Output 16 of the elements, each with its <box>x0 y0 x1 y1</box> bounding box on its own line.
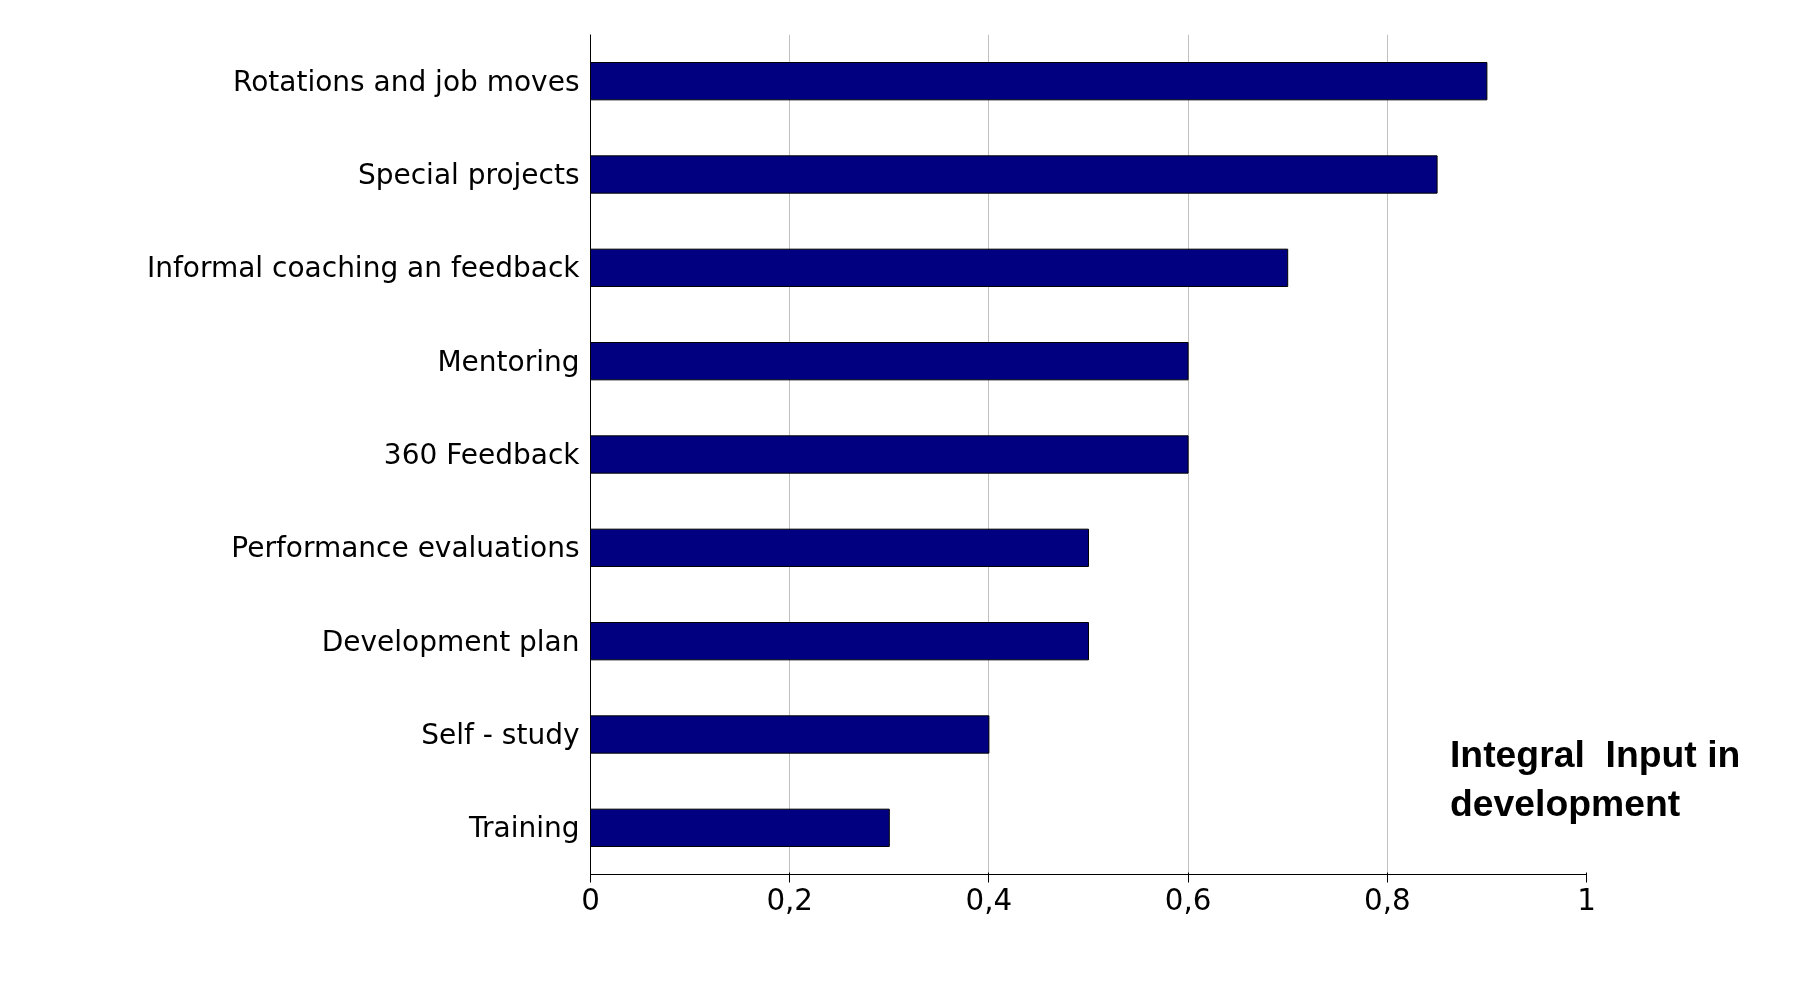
y-tick-label: Development plan <box>321 624 580 658</box>
annotation: Integral Input in development <box>1450 732 1742 826</box>
y-tick-label: Mentoring <box>437 344 580 378</box>
x-tick-label: 0,8 <box>1363 882 1411 917</box>
x-tick-label: 0 <box>581 882 600 917</box>
x-tick-label: 0,2 <box>766 882 814 917</box>
y-tick-label: 360 Feedback <box>383 438 581 471</box>
x-tick-label: 0,6 <box>1164 882 1212 917</box>
y-tick-label: Training <box>468 811 580 845</box>
y-tick-label: Informal coaching an feedback <box>146 251 581 285</box>
y-tick-label: Self - study <box>421 718 580 751</box>
y-tick-label: Rotations and job moves <box>232 64 580 98</box>
y-tick-label: Performance evaluations <box>231 531 580 565</box>
x-tick-label: 1 <box>1577 882 1596 917</box>
x-tick-label: 0,4 <box>965 882 1013 917</box>
y-tick-label: Special projects <box>357 158 580 191</box>
